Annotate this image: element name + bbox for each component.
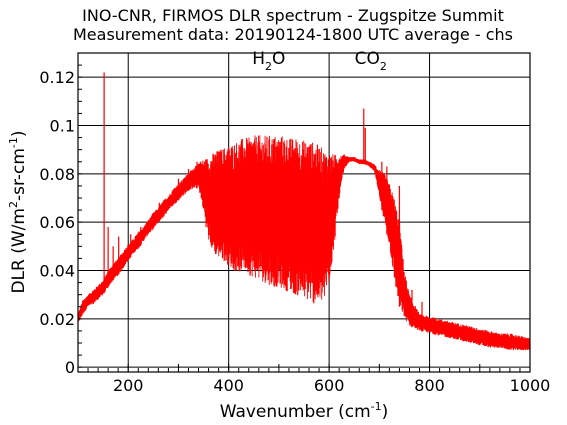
dlr-spectrum-line — [77, 135, 531, 351]
molecule-label-tail: O — [272, 49, 285, 69]
x-axis-label-sup: -1 — [371, 400, 382, 413]
plot-area — [77, 72, 531, 351]
x-axis-label-tail: ) — [382, 402, 389, 422]
y-axis-label-sup1: 2 — [7, 201, 20, 208]
x-axis-label: Wavenumber (cm-1) — [220, 400, 389, 422]
x-axis-label-base: Wavenumber (cm — [220, 402, 371, 422]
y-axis-label-part2: -sr-cm — [9, 148, 29, 201]
chart-subtitle: Measurement data: 20190124-1800 UTC aver… — [73, 25, 513, 44]
x-tick-label: 200 — [113, 376, 144, 395]
molecule-label: CO2 — [355, 49, 387, 73]
molecule-label-main: H — [252, 49, 265, 69]
axis-ticks: 200 400 600 800 1000 0 0.02 0.04 0.06 0.08 0.1 0.12 — [39, 52, 551, 395]
molecule-label-sub: 2 — [380, 60, 387, 73]
y-tick-label: 0.02 — [39, 310, 75, 329]
y-tick-label: 0 — [65, 358, 75, 377]
molecule-label: H2O — [252, 49, 285, 73]
chart-title: INO-CNR, FIRMOS DLR spectrum - Zugspitze… — [82, 6, 504, 25]
y-tick-label: 0.12 — [39, 68, 75, 87]
y-tick-label: 0.08 — [39, 165, 75, 184]
y-axis-label-part3: ) — [9, 130, 29, 137]
y-tick-label: 0.04 — [39, 262, 75, 281]
y-axis-label-sup2: -1 — [7, 137, 20, 148]
x-tick-label: 800 — [414, 376, 445, 395]
molecule-label-sub: 2 — [265, 60, 272, 73]
y-tick-label: 0.06 — [39, 213, 75, 232]
y-tick-label: 0.1 — [50, 117, 75, 136]
x-tick-label: 1000 — [510, 376, 551, 395]
molecule-label-main: CO — [355, 49, 380, 69]
x-tick-label: 400 — [213, 376, 244, 395]
y-axis-label-part1: DLR (W/m — [9, 208, 29, 294]
y-axis-label: DLR (W/m2-sr-cm-1) — [7, 130, 29, 293]
x-tick-label: 600 — [314, 376, 345, 395]
plot-frame — [77, 52, 531, 373]
annotations: H2O CO2 — [252, 49, 387, 73]
